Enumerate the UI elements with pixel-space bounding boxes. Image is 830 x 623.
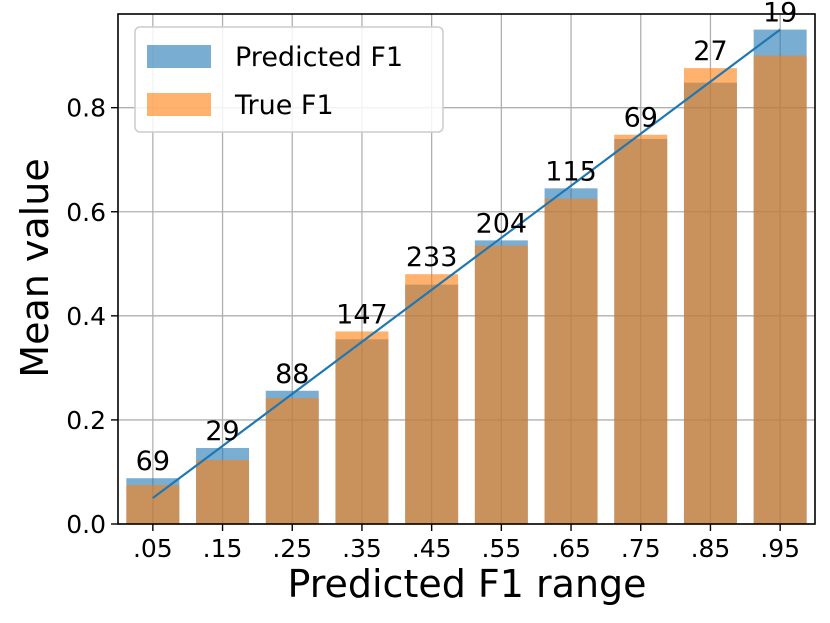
x-axis-title: Predicted F1 range — [287, 562, 646, 606]
bar-true-f1 — [335, 331, 389, 524]
bar-true-f1 — [405, 274, 459, 524]
plot-frame — [117, 13, 816, 525]
bar-true-f1 — [544, 198, 598, 524]
bar-true-f1 — [265, 398, 319, 524]
legend: Predicted F1 True F1 — [134, 26, 444, 133]
y-tick-label: 0.8 — [66, 94, 106, 123]
y-tick-label: 0.0 — [66, 510, 106, 539]
bar-true-f1 — [196, 459, 250, 524]
bar-true-f1 — [474, 245, 528, 524]
plot-border — [117, 13, 816, 525]
bars — [126, 29, 807, 525]
x-tick-label: .35 — [342, 534, 382, 563]
count-label: 29 — [205, 416, 239, 447]
legend-label-predicted-f1: Predicted F1 — [235, 42, 403, 73]
x-tick-label: .15 — [203, 534, 243, 563]
x-axis-ticks: .05 .15 .25 .35 .45 .55 .65 .75 .85 .95 — [133, 524, 800, 563]
bar-true-f1 — [126, 484, 180, 524]
y-tick-label: 0.2 — [66, 406, 106, 435]
y-axis-ticks: 0.0 0.2 0.4 0.6 0.8 — [66, 94, 118, 539]
count-label: 88 — [275, 359, 309, 390]
count-label: 69 — [624, 103, 658, 134]
bar-true-f1 — [753, 55, 807, 524]
y-tick-label: 0.6 — [66, 198, 106, 227]
x-tick-label: .75 — [621, 534, 661, 563]
count-label: 115 — [545, 156, 597, 187]
reference-line — [152, 28, 781, 499]
y-tick-label: 0.4 — [66, 302, 106, 331]
count-label: 27 — [693, 36, 727, 67]
bar-true-f1 — [683, 68, 737, 525]
legend-swatch-predicted-f1 — [147, 45, 211, 68]
x-tick-label: .85 — [691, 534, 731, 563]
legend-label-true-f1: True F1 — [234, 90, 334, 121]
x-tick-label: .25 — [272, 534, 312, 563]
count-label: 204 — [476, 208, 528, 239]
x-tick-label: .65 — [551, 534, 591, 563]
reference-line-segment — [152, 28, 781, 499]
count-label: 233 — [406, 242, 458, 273]
count-label: 69 — [136, 446, 170, 477]
count-label: 147 — [336, 299, 388, 330]
legend-swatch-true-f1 — [147, 93, 211, 116]
x-tick-label: .95 — [760, 534, 800, 563]
y-axis-title: Mean value — [13, 158, 57, 377]
bar-true-f1 — [614, 134, 668, 525]
x-tick-label: .05 — [133, 534, 173, 563]
count-label: 19 — [763, 0, 797, 29]
count-labels: 69 29 88 147 233 204 115 69 27 19 — [136, 0, 798, 477]
legend-box — [134, 26, 444, 133]
x-tick-label: .55 — [481, 534, 521, 563]
x-tick-label: .45 — [412, 534, 452, 563]
